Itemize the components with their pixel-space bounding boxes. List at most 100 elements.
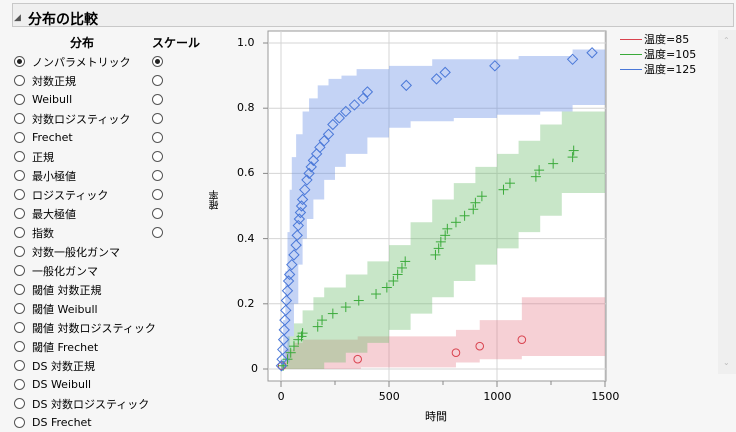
vertical-scrollbar[interactable]: ⌃ ⌄ xyxy=(718,30,736,374)
x-tick-label: 0 xyxy=(277,390,285,403)
scale-radio-button[interactable] xyxy=(152,208,163,219)
option-label: 最小極値 xyxy=(32,169,76,183)
legend-label: 温度=85 xyxy=(644,33,690,46)
section-header: ◢ 分布の比較 xyxy=(12,3,734,28)
option-label: DS 対数正規 xyxy=(32,359,95,373)
option-label: 対数ロジスティック xyxy=(32,112,131,126)
legend-label: 温度=125 xyxy=(644,63,697,76)
radio-button[interactable] xyxy=(14,170,25,181)
x-axis-label: 時間 xyxy=(425,410,447,423)
radio-button[interactable] xyxy=(14,341,25,352)
y-tick-label: 0.6 xyxy=(237,166,255,180)
scale-radio-button[interactable] xyxy=(152,151,163,162)
x-tick-label: 1000 xyxy=(483,390,512,403)
option-label: 正規 xyxy=(32,150,54,164)
radio-button[interactable] xyxy=(14,303,25,314)
legend-line-icon xyxy=(620,68,642,70)
radio-button[interactable] xyxy=(14,246,25,257)
radio-button[interactable] xyxy=(14,94,25,105)
option-label: 閾値 Frechet xyxy=(32,340,99,354)
y-tick-label: 0.2 xyxy=(237,296,255,310)
option-label: ノンパラメトリック xyxy=(32,55,131,69)
scale-radio-button[interactable] xyxy=(152,113,163,124)
option-label: DS Weibull xyxy=(32,378,92,391)
x-tick-label: 500 xyxy=(378,390,400,403)
option-label: 対数一般化ガンマ xyxy=(32,245,120,259)
option-label: 対数正規 xyxy=(32,74,76,88)
distribution-option[interactable]: 対数一般化ガンマ xyxy=(14,242,120,261)
option-label: 閾値 Weibull xyxy=(32,302,98,316)
option-label: ロジスティック xyxy=(32,188,109,202)
section-title: 分布の比較 xyxy=(28,12,98,28)
distribution-option[interactable]: 一般化ガンマ xyxy=(14,261,98,280)
option-label: 閾値 対数正規 xyxy=(32,283,102,297)
radio-button[interactable] xyxy=(14,284,25,295)
radio-button[interactable] xyxy=(14,417,25,428)
radio-button[interactable] xyxy=(14,227,25,238)
scale-radio-button[interactable] xyxy=(152,94,163,105)
distribution-option[interactable]: 閾値 対数正規 xyxy=(14,280,102,299)
option-label: 指数 xyxy=(32,226,54,240)
scale-radio-button[interactable] xyxy=(152,132,163,143)
radio-button[interactable] xyxy=(14,208,25,219)
distribution-option[interactable]: ロジスティック xyxy=(14,185,108,204)
radio-button[interactable] xyxy=(14,379,25,390)
scale-radio-button[interactable] xyxy=(152,189,163,200)
radio-button[interactable] xyxy=(14,265,25,276)
collapse-triangle-icon[interactable]: ◢ xyxy=(14,13,21,23)
distribution-option[interactable]: DS Weibull xyxy=(14,375,91,394)
legend-item: 温度=85 xyxy=(620,31,689,47)
radio-button[interactable] xyxy=(14,113,25,124)
legend-item: 温度=125 xyxy=(620,61,696,77)
radio-button[interactable] xyxy=(14,56,25,67)
distribution-option[interactable]: 閾値 対数ロジスティック xyxy=(14,318,156,337)
y-tick-label: 0.4 xyxy=(237,231,255,245)
option-label: 閾値 対数ロジスティック xyxy=(32,321,156,335)
distribution-option[interactable]: 対数ロジスティック xyxy=(14,109,130,128)
option-label: DS 対数ロジスティック xyxy=(32,397,150,411)
scale-radio-button[interactable] xyxy=(152,56,163,67)
scale-radio-button[interactable] xyxy=(152,75,163,86)
scale-radio-button[interactable] xyxy=(152,170,163,181)
radio-button[interactable] xyxy=(14,151,25,162)
scroll-up-icon[interactable]: ⌃ xyxy=(723,36,730,45)
distribution-option[interactable]: 閾値 Weibull xyxy=(14,299,98,318)
radio-button[interactable] xyxy=(14,75,25,86)
y-tick-label: 0.8 xyxy=(237,101,255,115)
distribution-option[interactable]: 正規 xyxy=(14,147,54,166)
option-label: 一般化ガンマ xyxy=(32,264,98,278)
legend-label: 温度=105 xyxy=(644,48,697,61)
option-label: DS Frechet xyxy=(32,416,92,429)
scale-radio-button[interactable] xyxy=(152,227,163,238)
distribution-option[interactable]: DS Frechet xyxy=(14,413,92,432)
y-axis-label: 確率 xyxy=(210,190,221,210)
option-label: Frechet xyxy=(32,131,73,144)
option-label: Weibull xyxy=(32,93,73,106)
radio-button[interactable] xyxy=(14,132,25,143)
distribution-option[interactable]: Weibull xyxy=(14,90,72,109)
distribution-option[interactable]: 最小極値 xyxy=(14,166,76,185)
x-tick-label: 1500 xyxy=(591,390,620,403)
distribution-option[interactable]: 対数正規 xyxy=(14,71,76,90)
distribution-option[interactable]: 最大極値 xyxy=(14,204,76,223)
radio-button[interactable] xyxy=(14,360,25,371)
distribution-option[interactable]: ノンパラメトリック xyxy=(14,52,131,71)
distribution-option[interactable]: DS 対数ロジスティック xyxy=(14,394,149,413)
distribution-option[interactable]: Frechet xyxy=(14,128,73,147)
legend-line-icon xyxy=(620,38,642,40)
distribution-option[interactable]: DS 対数正規 xyxy=(14,356,95,375)
y-tick-label: 0 xyxy=(251,362,258,375)
distribution-option[interactable]: 指数 xyxy=(14,223,54,242)
option-label: 最大極値 xyxy=(32,207,76,221)
distribution-option[interactable]: 閾値 Frechet xyxy=(14,337,98,356)
radio-button[interactable] xyxy=(14,322,25,333)
scroll-down-icon[interactable]: ⌄ xyxy=(723,358,730,367)
distribution-header: 分布 xyxy=(70,36,95,50)
y-tick-label: 1.0 xyxy=(237,36,255,49)
radio-button[interactable] xyxy=(14,189,25,200)
radio-button[interactable] xyxy=(14,398,25,409)
scale-header: スケール xyxy=(152,36,201,50)
legend-line-icon xyxy=(620,53,642,55)
legend-item: 温度=105 xyxy=(620,46,696,62)
